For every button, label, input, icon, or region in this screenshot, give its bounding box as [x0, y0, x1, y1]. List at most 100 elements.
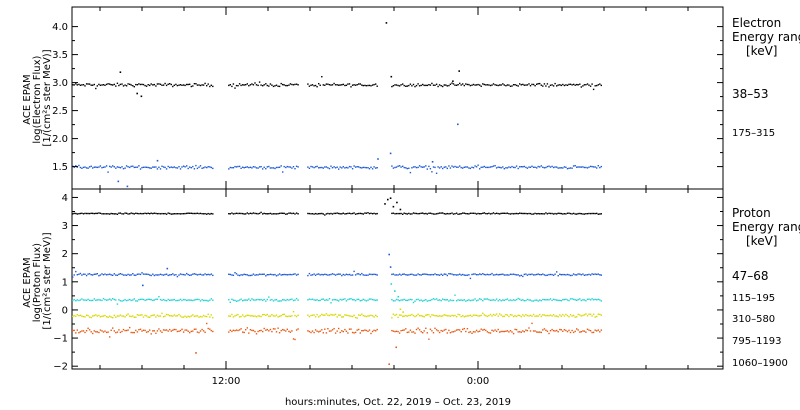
- electron-series-1-point: [367, 167, 369, 169]
- proton-series-4-point: [135, 329, 137, 332]
- electron-series-1-outlier: [126, 185, 129, 188]
- proton-series-0-point: [525, 212, 527, 215]
- proton-series-0-point: [234, 212, 236, 215]
- proton-series-1-point: [376, 274, 378, 276]
- proton-series-0-point: [361, 212, 363, 215]
- electron-series-1-point: [252, 166, 255, 168]
- proton-series-2-point: [255, 299, 258, 301]
- proton-series-1-point: [286, 274, 288, 276]
- proton-series-3-point: [242, 314, 244, 316]
- electron-series-1-point: [331, 167, 334, 169]
- proton-series-3-point: [579, 314, 581, 316]
- proton-series-3-point: [532, 313, 535, 316]
- electron-series-0-point: [130, 84, 132, 86]
- proton-series-3-point: [594, 316, 596, 318]
- electron-series-1-point: [472, 167, 475, 169]
- proton-series-4-point: [411, 331, 413, 333]
- proton-series-0-point: [246, 212, 248, 214]
- electron-series-0-point: [105, 83, 108, 86]
- proton-series-3-point: [324, 314, 326, 316]
- proton-series-4-point: [511, 331, 513, 333]
- proton-series-3-point: [138, 314, 140, 316]
- proton-series-0-point: [248, 213, 250, 215]
- proton-series-2-point: [502, 299, 504, 301]
- proton-series-2-point: [423, 299, 425, 302]
- electron-series-0-point: [397, 84, 399, 87]
- proton-series-1-point: [497, 274, 499, 276]
- proton-series-4-point: [471, 332, 473, 334]
- proton-series-1-point: [469, 277, 472, 280]
- proton-series-3-point: [339, 314, 341, 316]
- proton-series-0-point: [88, 212, 91, 215]
- proton-series-1-point: [165, 273, 168, 275]
- electron-series-1-point: [365, 167, 368, 169]
- proton-series-4-point: [597, 329, 599, 331]
- proton-series-4-point: [118, 329, 120, 331]
- proton-series-4-point: [85, 330, 88, 332]
- proton-series-0-point: [460, 213, 462, 215]
- proton-series-0-point: [156, 213, 159, 215]
- proton-series-1-point: [274, 273, 276, 276]
- electron-series-0-point: [449, 83, 452, 85]
- proton-series-0-point: [102, 213, 105, 215]
- electron-series-0-point: [73, 84, 75, 86]
- proton-series-4-point: [549, 330, 552, 332]
- proton-series-4-point: [184, 329, 186, 331]
- proton-series-2-point: [336, 299, 338, 301]
- proton-series-1-point: [492, 274, 495, 276]
- proton-series-4-point: [497, 328, 499, 331]
- electron-series-1-point: [539, 166, 541, 168]
- electron-series-0-point: [505, 85, 507, 87]
- electron-series-0-point: [542, 85, 544, 87]
- proton-series-4-point: [545, 329, 547, 331]
- proton-ylabel: ACE EPAM log(Proton Flux) [1/(cm²s ster …: [22, 232, 53, 329]
- proton-series-2-point: [460, 299, 462, 301]
- proton-series-1-point: [342, 273, 344, 276]
- electron-series-0-point: [280, 82, 282, 85]
- proton-series-3-point: [394, 314, 396, 317]
- proton-series-4-point: [199, 330, 202, 332]
- proton-series-4-point: [422, 332, 424, 334]
- proton-series-2-point: [488, 299, 490, 301]
- proton-series-3-point: [207, 313, 209, 315]
- proton-series-2-point: [446, 299, 448, 301]
- electron-series-1-point: [184, 166, 186, 168]
- proton-series-4-point: [333, 328, 335, 330]
- electron-series-1-point: [291, 167, 293, 169]
- proton-series-2-point: [232, 299, 235, 301]
- proton-series-0-point: [107, 213, 109, 215]
- proton-series-3-point: [569, 314, 572, 316]
- proton-series-4-point: [528, 327, 530, 329]
- electron-series-1-point: [84, 166, 86, 168]
- electron-series-1-point: [537, 165, 539, 168]
- proton-series-0-point: [526, 213, 529, 215]
- proton-series-4-point: [583, 330, 586, 332]
- proton-series-3-point: [187, 315, 189, 317]
- electron-points: [72, 22, 602, 188]
- proton-series-0-point: [145, 212, 148, 215]
- proton-series-1-point: [169, 274, 171, 276]
- proton-series-4-point: [375, 330, 377, 332]
- proton-series-0-point: [278, 212, 281, 215]
- proton-series-4-point: [255, 333, 258, 335]
- proton-series-1-point: [576, 274, 578, 276]
- proton-series-4-point: [334, 332, 337, 334]
- proton-series-2-point: [249, 299, 252, 302]
- proton-series-2-point: [252, 299, 255, 301]
- proton-series-2-point: [135, 300, 137, 302]
- proton-series-2-point: [263, 298, 265, 301]
- proton-series-1-point: [468, 274, 470, 276]
- proton-series-0-point: [463, 212, 465, 214]
- proton-series-0-point: [505, 212, 507, 215]
- electron-series-0-point: [178, 84, 180, 86]
- proton-series-0-point: [73, 212, 75, 215]
- proton-series-0-point: [500, 212, 502, 215]
- proton-series-4-point: [560, 329, 562, 331]
- proton-series-2-point: [596, 299, 598, 301]
- proton-series-1-point: [246, 274, 248, 276]
- electron-series-0-point: [539, 82, 541, 85]
- proton-series-1-point: [435, 274, 438, 276]
- electron-series-0-point: [459, 82, 461, 85]
- electron-series-1-point: [429, 168, 432, 170]
- proton-series-1-point: [560, 274, 562, 276]
